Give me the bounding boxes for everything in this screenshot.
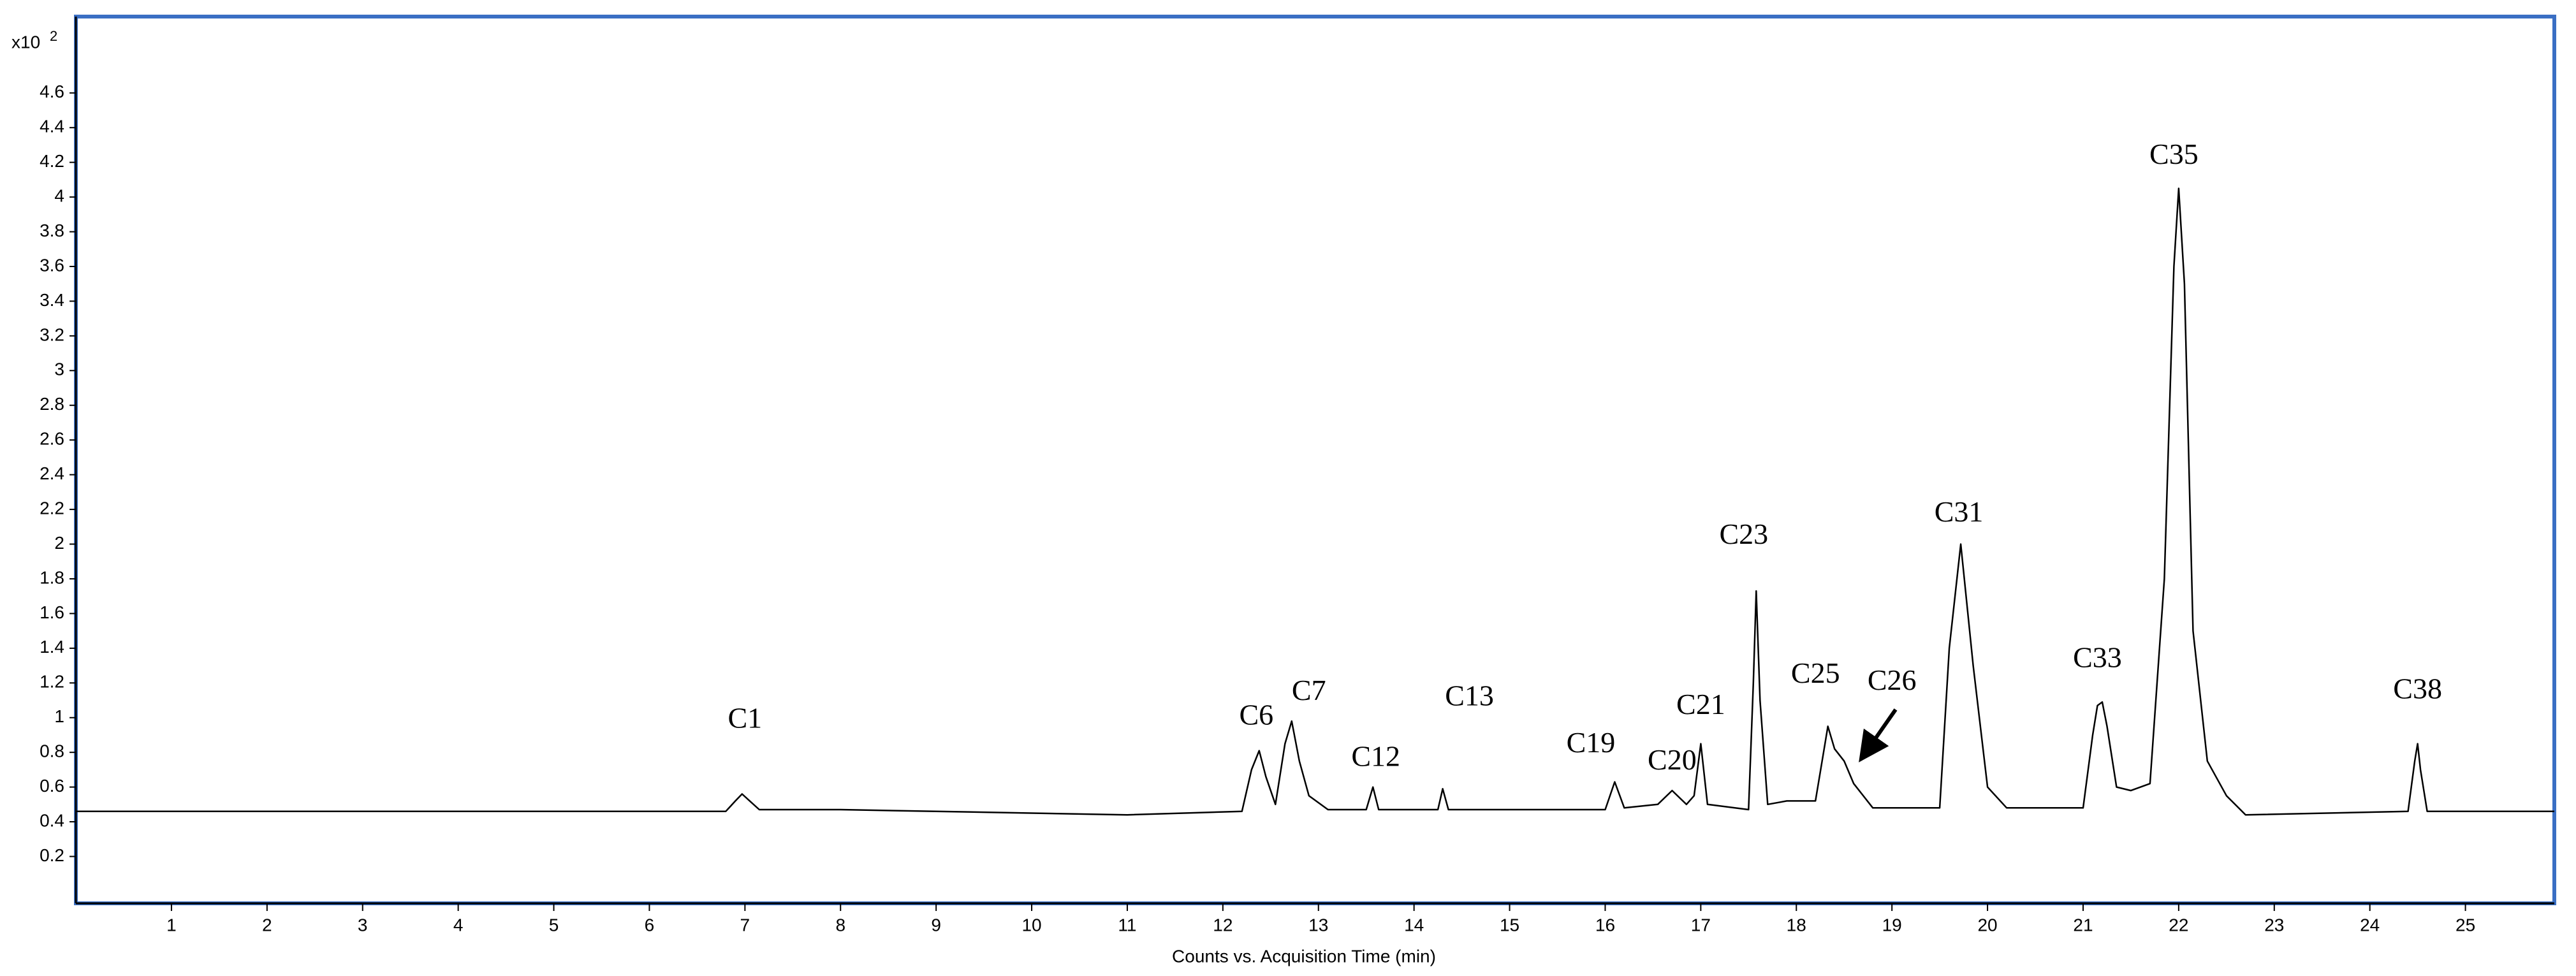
peak-label: C12 [1351,740,1400,773]
x-tick-label: 10 [1021,915,1041,935]
x-tick-label: 7 [740,915,750,935]
x-tick-label: 19 [1882,915,1902,935]
y-tick-label: 2.4 [40,463,64,483]
y-tick-label: 1.6 [40,602,64,622]
y-tick-label: 1 [54,706,64,726]
x-tick-label: 12 [1213,915,1233,935]
x-tick-label: 2 [262,915,272,935]
y-tick-label: 3 [54,360,64,379]
y-tick-label: 0.2 [40,845,64,865]
peak-label: C31 [1935,495,1984,528]
peak-label: C38 [2393,672,2442,704]
y-tick-label: 4.4 [40,117,64,136]
x-tick-label: 18 [1787,915,1806,935]
y-tick-label: 0.6 [40,776,64,796]
peak-label: C7 [1292,674,1326,706]
x-tick-label: 20 [1977,915,1997,935]
y-tick-label: 4 [54,186,64,205]
y-tick-label: 3.6 [40,255,64,275]
y-multiplier: x10 [11,32,40,52]
x-tick-label: 25 [2455,915,2475,935]
x-axis-label: Counts vs. Acquisition Time (min) [1172,946,1436,966]
x-tick-label: 9 [931,915,941,935]
y-tick-label: 4.2 [40,151,64,171]
peak-label: C26 [1868,664,1917,696]
x-tick-label: 11 [1118,915,1136,935]
peak-label: C19 [1567,726,1616,759]
y-tick-label: 2.6 [40,429,64,449]
y-tick-label: 3.2 [40,324,64,344]
x-tick-label: 15 [1500,915,1519,935]
plot-area: 0.2 0.4 0.6 0.8 1 1.2 1.4 1.6 1.8 2 2.2 2.4 2.6 2.8 3 3… [40,82,2554,935]
x-tick-label: 24 [2360,915,2380,935]
y-tick-label: 2.8 [40,394,64,414]
peak-label: C21 [1676,688,1725,720]
x-tick-label: 6 [645,915,655,935]
y-tick-label: 2.2 [40,498,64,518]
y-tick-label: 1.8 [40,567,64,587]
peak-label: C35 [2149,138,2199,170]
x-tick-label: 14 [1404,915,1424,935]
peak-label: C1 [728,702,762,734]
x-tick-label: 23 [2264,915,2284,935]
y-tick-label: 0.8 [40,741,64,761]
y-tick-label: 3.4 [40,290,64,310]
x-tick-label: 1 [166,915,177,935]
annotation-arrow [1859,708,1898,762]
x-tick-label: 13 [1308,915,1328,935]
y-tick-label: 2 [54,533,64,553]
y-tick-label: 4.6 [40,82,64,101]
trace [76,187,2554,816]
peak-label: C25 [1791,657,1840,689]
y-tick-label: 1.2 [40,672,64,692]
y-tick-label: 0.4 [40,810,64,830]
x-tick-label: 22 [2169,915,2188,935]
peak-label: C33 [2073,641,2122,673]
peak-label: C23 [1719,518,1768,550]
y-tick-label: 1.4 [40,637,64,657]
x-tick-label: 5 [549,915,559,935]
x-tick-label: 4 [453,915,464,935]
x-tick-label: 8 [835,915,845,935]
peak-label: C6 [1239,698,1273,731]
x-tick-label: 21 [2073,915,2093,935]
x-tick-label: 3 [358,915,368,935]
peak-label: C20 [1648,743,1697,776]
x-tick-label: 16 [1595,915,1615,935]
y-multiplier-exponent: 2 [50,28,57,44]
y-tick-label: 3.8 [40,221,64,240]
peak-label: C13 [1445,679,1494,711]
x-tick-label: 17 [1691,915,1711,935]
